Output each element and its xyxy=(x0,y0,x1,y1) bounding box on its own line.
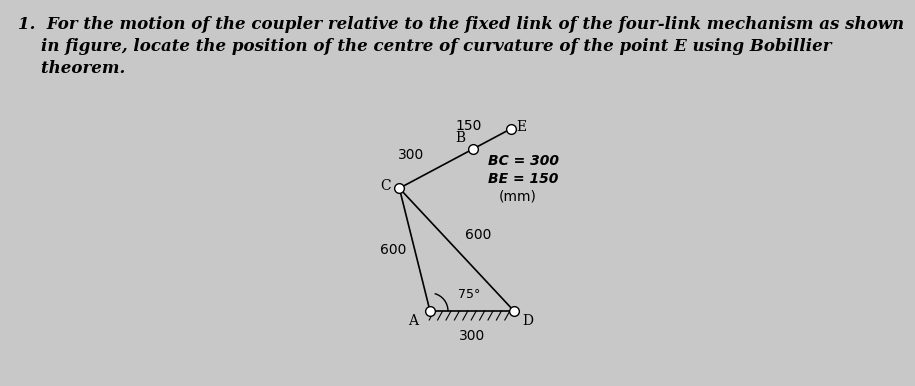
Text: A: A xyxy=(408,314,418,328)
Text: 600: 600 xyxy=(465,228,491,242)
Text: 1.  For the motion of the coupler relative to the fixed link of the four-link me: 1. For the motion of the coupler relativ… xyxy=(18,16,904,33)
Text: theorem.: theorem. xyxy=(18,60,125,77)
Text: D: D xyxy=(522,314,533,328)
Text: 150: 150 xyxy=(456,119,482,133)
Text: 600: 600 xyxy=(381,243,406,257)
Text: 300: 300 xyxy=(398,149,425,163)
Text: E: E xyxy=(517,120,527,134)
Text: C: C xyxy=(381,179,392,193)
Text: B: B xyxy=(456,131,466,145)
Text: BC = 300: BC = 300 xyxy=(489,154,559,168)
Text: 300: 300 xyxy=(459,329,485,343)
Text: 75°: 75° xyxy=(458,288,480,301)
Text: (mm): (mm) xyxy=(499,190,536,204)
Text: BE = 150: BE = 150 xyxy=(489,172,559,186)
Text: in figure, locate the position of the centre of curvature of the point E using B: in figure, locate the position of the ce… xyxy=(18,38,832,55)
